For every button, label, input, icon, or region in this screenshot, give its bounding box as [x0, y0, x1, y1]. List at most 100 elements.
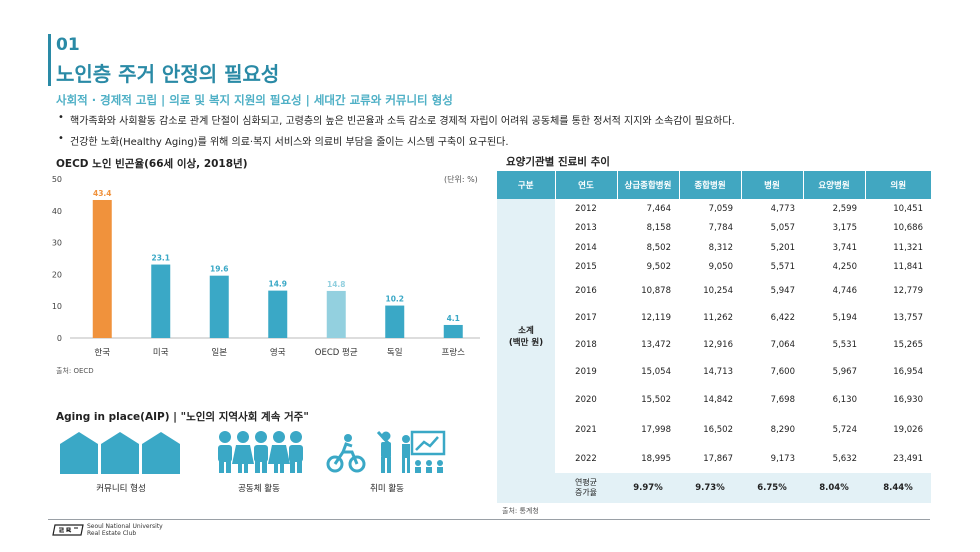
row-group-label: 소계 (백만 원) [497, 199, 555, 473]
value-cell: 12,779 [893, 285, 923, 296]
table-header-row: 구분 연도 상급종합병원 종합병원 병원 요양병원 의원 [497, 171, 931, 199]
value-cell: 13,472 [641, 339, 671, 350]
growth-label-line: 연평균 [574, 478, 598, 487]
aip-label: 공동체 활동 [238, 484, 280, 494]
bullet-list: 핵가족화와 사회활동 감소로 관계 단절이 심화되고, 고령층의 높은 빈곤율과… [56, 112, 735, 154]
data-label: 10.2 [385, 295, 404, 304]
category-label: 미국 [153, 348, 169, 358]
page-title: 노인층 주거 안정의 필요성 [56, 62, 280, 86]
header-cell: 구분 [497, 171, 556, 199]
value-cell: 9,050 [708, 262, 733, 272]
bar [209, 275, 229, 338]
hobby-activity-icon [326, 430, 446, 473]
table-row: 2013 8,158 7,784 5,057 3,175 10,686 [497, 218, 931, 238]
table-row: 2017 12,119 11,262 6,422 5,194 13,757 [497, 304, 931, 331]
growth-value-cell: 8.04% [803, 473, 865, 503]
value-cell: 17,867 [703, 453, 733, 464]
value-cell: 10,686 [893, 223, 923, 233]
value-cell: 16,502 [703, 424, 733, 435]
value-cell: 5,057 [770, 223, 795, 233]
value-cell: 23,491 [893, 453, 923, 464]
value-cell: 13,757 [893, 312, 923, 323]
table-source: 출처: 통계청 [502, 507, 539, 515]
value-cell: 3,175 [832, 223, 857, 233]
footer-org-name: Seoul National University Real Estate Cl… [87, 523, 163, 537]
header-cell: 의원 [865, 171, 931, 199]
table-row: 2021 17,998 16,502 8,290 5,724 19,026 [497, 415, 931, 444]
value-cell: 5,632 [832, 453, 857, 464]
table-row: 소계 (백만 원) 2012 7,464 7,059 4,773 2,599 10,451 [497, 199, 931, 473]
value-cell: 19,026 [893, 424, 923, 435]
year-cell: 2017 [575, 312, 597, 323]
y-tick-label: 0 [57, 334, 62, 343]
value-cell: 7,698 [770, 395, 795, 405]
value-cell: 2,599 [832, 203, 857, 214]
value-cell: 4,250 [832, 262, 857, 272]
value-cell: 17,998 [641, 424, 671, 435]
aip-item-hobby: 취미 활동 [326, 430, 448, 494]
table-row: 2016 10,878 10,254 5,947 4,746 12,779 [497, 277, 931, 304]
row-group-label-line: 소계 [518, 326, 534, 336]
value-cell: 6,130 [832, 395, 857, 405]
category-label: 일본 [211, 348, 227, 358]
value-cell: 12,119 [641, 312, 671, 323]
year-cell: 2019 [575, 366, 597, 377]
y-tick-label: 40 [52, 207, 62, 216]
value-cell: 18,995 [641, 453, 671, 464]
value-cell: 16,930 [893, 395, 923, 405]
value-cell: 11,321 [893, 242, 923, 253]
y-tick-label: 30 [52, 239, 62, 248]
bar [151, 264, 171, 338]
table-growth-row: 연평균 증가율 9.97% 9.73% 6.75% 8.04% 8.44% [497, 473, 931, 503]
table-row: 2014 8,502 8,312 5,201 3,741 11,321 [497, 238, 931, 257]
value-cell: 4,773 [770, 203, 795, 214]
people-group-icon [218, 431, 303, 473]
growth-value-cell: 9.97% [617, 473, 679, 503]
medical-cost-table: 구분 연도 상급종합병원 종합병원 병원 요양병원 의원 소계 (백만 원) 201… [497, 171, 931, 503]
header-cell: 상급종합병원 [617, 171, 680, 199]
growth-label-cell: 연평균 증가율 [555, 473, 617, 503]
data-label: 14.9 [268, 280, 287, 289]
bar [385, 305, 405, 338]
category-label: 영국 [270, 347, 286, 358]
value-cell: 9,502 [646, 262, 671, 272]
table-row: 2015 9,502 9,050 5,571 4,250 11,841 [497, 257, 931, 277]
growth-value-cell: 6.75% [741, 473, 803, 503]
value-cell: 15,502 [641, 395, 671, 405]
value-cell: 5,194 [832, 312, 857, 323]
table-title: 요양기관별 진료비 추이 [506, 156, 610, 168]
value-cell: 9,173 [770, 453, 795, 464]
value-cell: 14,713 [703, 366, 733, 377]
page-number: 01 [56, 35, 80, 55]
aip-label: 커뮤니티 형성 [96, 484, 146, 494]
value-cell: 8,290 [770, 424, 795, 435]
data-label: 43.4 [93, 189, 112, 198]
value-cell: 10,878 [641, 285, 671, 296]
header-cell: 종합병원 [679, 171, 742, 199]
row-group-label-line: (백만 원) [508, 338, 544, 348]
year-cell: 2018 [575, 339, 597, 350]
value-cell: 15,054 [641, 366, 671, 377]
y-tick-label: 20 [52, 270, 62, 279]
category-label: 독일 [387, 348, 403, 358]
value-cell: 10,451 [893, 203, 923, 214]
value-cell: 10,254 [703, 285, 733, 296]
value-cell: 15,265 [893, 339, 923, 350]
data-label: 19.6 [210, 265, 229, 274]
value-cell: 12,916 [703, 339, 733, 350]
bar [443, 324, 463, 338]
value-cell: 7,064 [770, 339, 795, 350]
table-body: 소계 (백만 원) 2012 7,464 7,059 4,773 2,599 10,451 20… [497, 199, 931, 503]
value-cell: 3,741 [832, 242, 857, 253]
aip-item-community: 커뮤니티 형성 [58, 430, 184, 494]
header-cell: 요양병원 [803, 171, 866, 199]
chart-source: 출처: OECD [56, 367, 94, 375]
value-cell: 11,841 [893, 262, 923, 272]
value-cell: 4,746 [832, 285, 857, 296]
bullet-item: 건강한 노화(Healthy Aging)를 위해 의료·복지 서비스와 의료비… [56, 133, 735, 148]
value-cell: 14,842 [703, 395, 733, 405]
footer-org-line: Seoul National University [87, 523, 163, 530]
value-cell: 8,502 [646, 242, 671, 253]
year-cell: 2020 [575, 395, 597, 405]
table-row: 2022 18,995 17,867 9,173 5,632 23,491 [497, 444, 931, 473]
